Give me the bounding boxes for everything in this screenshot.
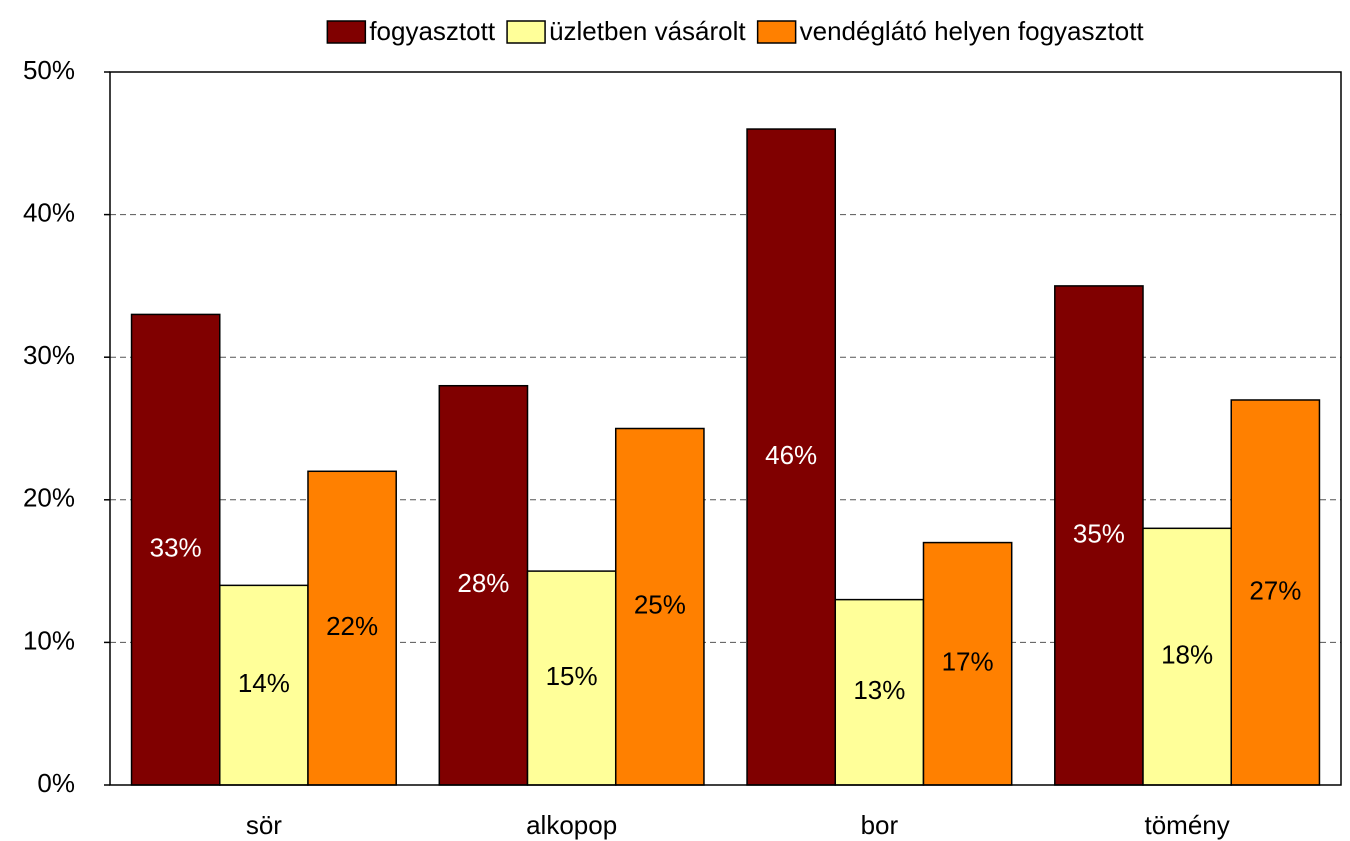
y-tick-label: 10% <box>23 625 75 655</box>
data-label: 25% <box>634 590 686 620</box>
y-tick-label: 30% <box>23 340 75 370</box>
y-tick-label: 20% <box>23 483 75 513</box>
bar <box>1230 399 1321 786</box>
x-tick-label: bor <box>861 810 899 840</box>
data-label: 13% <box>853 675 905 705</box>
plot-border <box>109 71 1342 786</box>
data-label: 17% <box>942 647 994 677</box>
bar <box>1142 527 1232 786</box>
bar <box>1054 285 1144 786</box>
bar <box>219 584 309 786</box>
data-label: 22% <box>326 611 378 641</box>
bar <box>922 541 1013 786</box>
data-label: 46% <box>765 440 817 470</box>
data-label: 18% <box>1161 640 1213 670</box>
bar <box>746 128 837 786</box>
bar <box>130 313 221 786</box>
legend-swatch <box>326 20 367 44</box>
legend-label: vendéglátó helyen fogyasztott <box>800 16 1145 46</box>
legend-swatch <box>756 20 797 44</box>
data-label: 14% <box>238 668 290 698</box>
data-label: 15% <box>546 661 598 691</box>
x-tick-label: tömény <box>1144 810 1229 840</box>
bar <box>438 384 529 786</box>
data-label: 27% <box>1249 575 1301 605</box>
legend-swatch <box>506 20 546 44</box>
bar <box>307 470 397 786</box>
y-tick-label: 40% <box>23 197 75 227</box>
x-tick-label: alkopop <box>526 810 617 840</box>
legend-label: üzletben vásárolt <box>549 16 746 46</box>
x-tick-label: sör <box>246 810 282 840</box>
y-tick-label: 0% <box>37 768 75 798</box>
data-label: 35% <box>1073 518 1125 548</box>
data-label: 28% <box>457 568 509 598</box>
legend-label: fogyasztott <box>369 16 496 46</box>
data-label: 33% <box>150 533 202 563</box>
y-tick-label: 50% <box>23 55 75 85</box>
